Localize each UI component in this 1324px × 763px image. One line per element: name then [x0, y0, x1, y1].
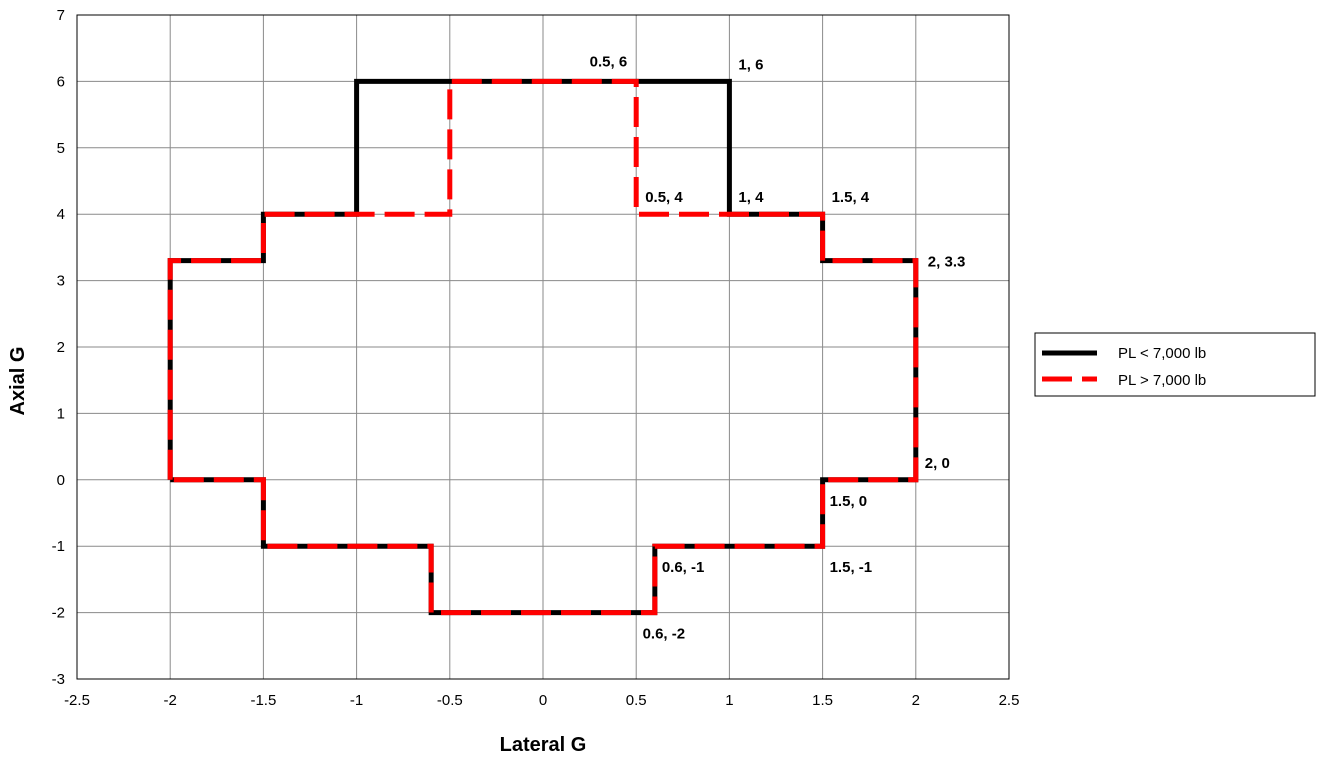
y-tick-label: 0 — [57, 472, 65, 489]
legend-label-series-2: PL > 7,000 lb — [1118, 372, 1206, 389]
legend: PL < 7,000 lb PL > 7,000 lb — [1035, 333, 1315, 396]
tick-labels: -2.5 -2 -1.5 -1 -0.5 0 0.5 1 1.5 2 2.5 -3 -2 -1 0 1 2 3 4 5… — [52, 7, 1020, 709]
x-tick-label: 1.5 — [812, 692, 833, 709]
y-tick-label: -1 — [52, 538, 65, 555]
y-tick-label: 4 — [57, 206, 65, 223]
data-label: 1.5, 0 — [830, 493, 868, 510]
data-label: 1.5, -1 — [830, 559, 873, 576]
x-tick-label: 0 — [539, 692, 547, 709]
x-tick-label: 2.5 — [999, 692, 1020, 709]
x-tick-label: 0.5 — [626, 692, 647, 709]
x-tick-label: -0.5 — [437, 692, 463, 709]
y-tick-label: 2 — [57, 339, 65, 356]
x-tick-label: -1.5 — [250, 692, 276, 709]
y-tick-label: 6 — [57, 73, 65, 90]
x-tick-label: 2 — [912, 692, 920, 709]
y-tick-label: -3 — [52, 671, 65, 688]
data-label: 0.6, -2 — [643, 626, 686, 643]
x-tick-label: 1 — [725, 692, 733, 709]
data-label: 1, 4 — [738, 189, 764, 206]
y-tick-label: -2 — [52, 605, 65, 622]
grid-lines — [77, 15, 1009, 679]
legend-label-series-1: PL < 7,000 lb — [1118, 345, 1206, 362]
annotations: 0.5, 6 1, 6 0.5, 4 1, 4 1.5, 4 2, 3.3 2, 0 1.5,… — [590, 53, 966, 642]
x-tick-label: -1 — [350, 692, 363, 709]
data-label: 0.6, -1 — [662, 559, 705, 576]
data-label: 0.5, 6 — [590, 53, 628, 70]
data-label: 1.5, 4 — [832, 189, 870, 206]
x-tick-label: -2.5 — [64, 692, 90, 709]
data-label: 0.5, 4 — [645, 189, 683, 206]
x-tick-label: -2 — [164, 692, 177, 709]
y-tick-label: 1 — [57, 405, 65, 422]
x-axis-title: Lateral G — [500, 734, 587, 756]
y-tick-label: 3 — [57, 273, 65, 290]
y-axis-title: Axial G — [7, 347, 29, 416]
data-label: 2, 3.3 — [928, 254, 966, 271]
data-label: 1, 6 — [738, 56, 763, 73]
data-label: 2, 0 — [925, 455, 950, 472]
y-tick-label: 5 — [57, 140, 65, 157]
y-tick-label: 7 — [57, 7, 65, 24]
